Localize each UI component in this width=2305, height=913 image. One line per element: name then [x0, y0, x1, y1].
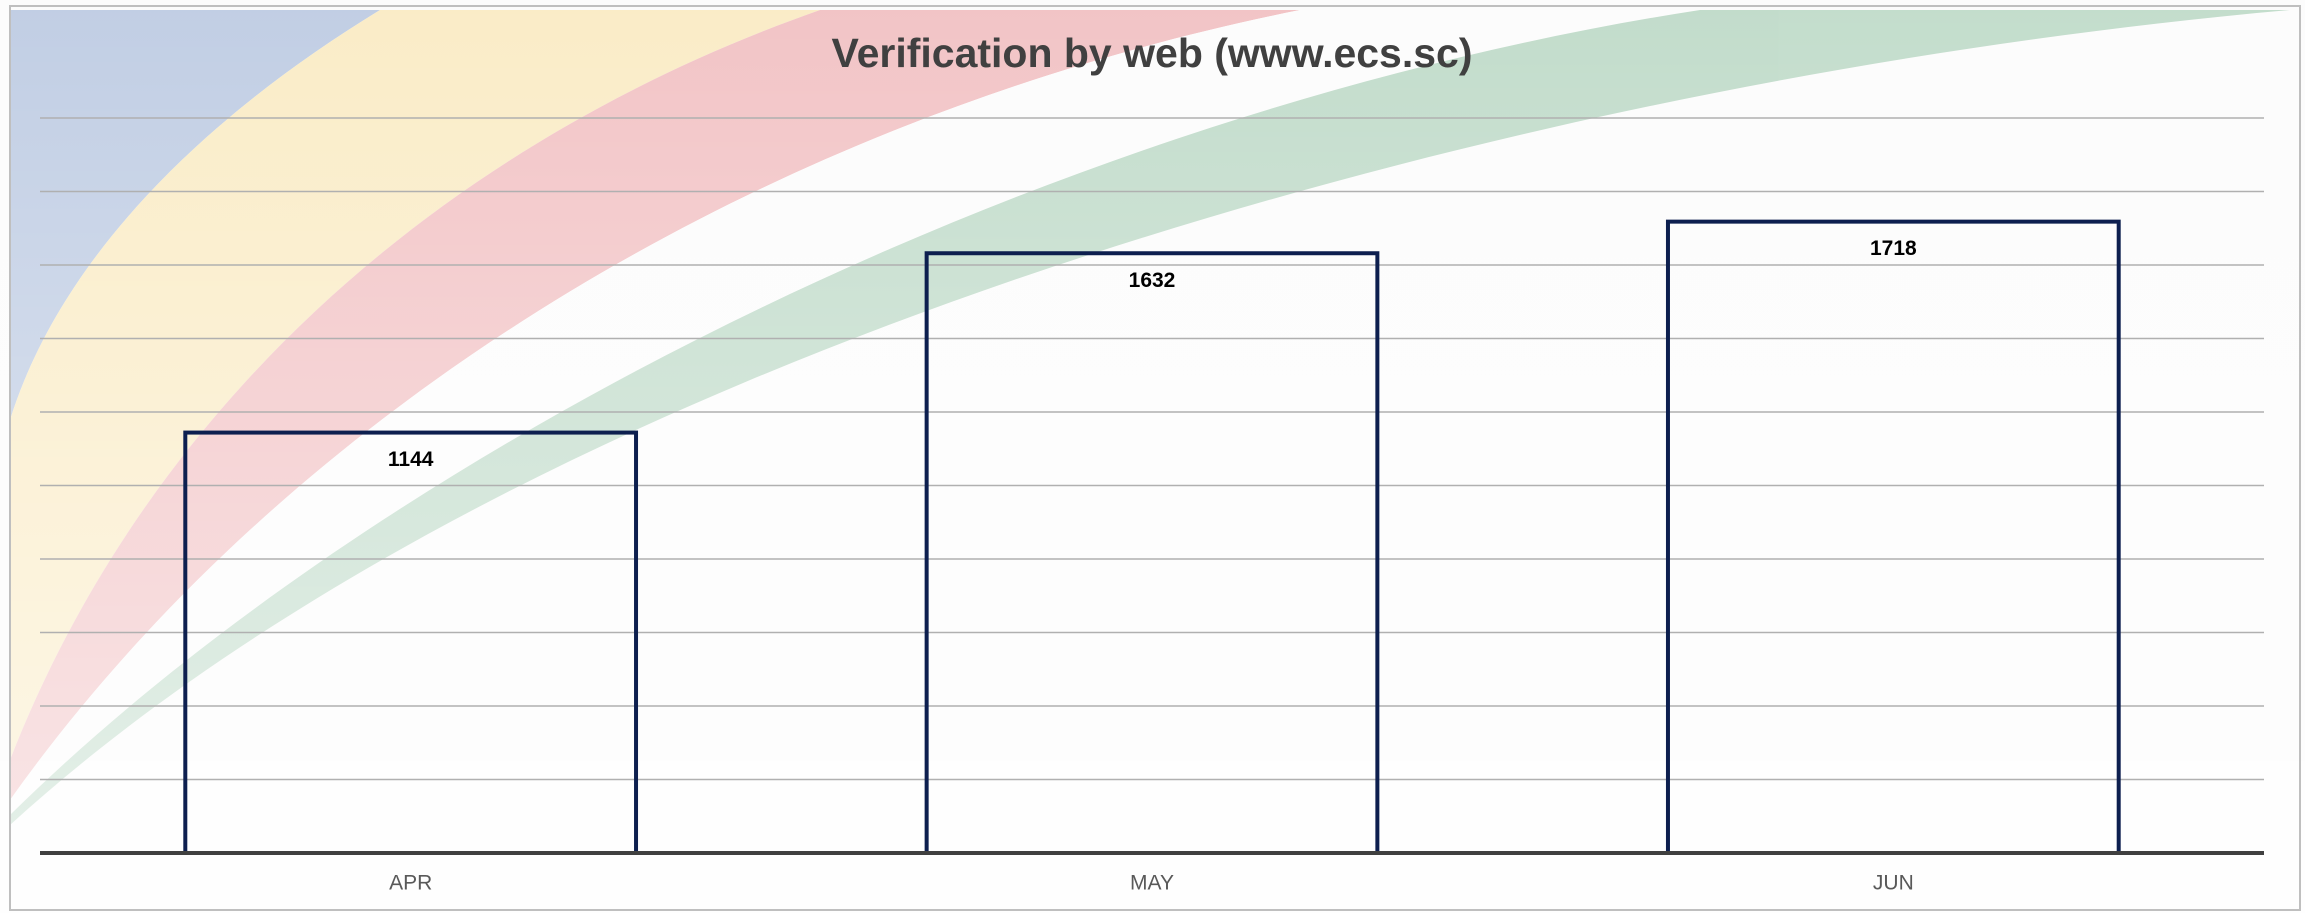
data-label: 1718 [1870, 237, 1917, 260]
chart-title: Verification by web (www.ecs.sc) [831, 30, 1472, 76]
background-fade [0, 0, 2305, 913]
data-label: 1144 [388, 448, 434, 471]
x-tick-label: APR [389, 872, 432, 895]
x-tick-label: MAY [1130, 872, 1174, 895]
chart: Verification by web (www.ecs.sc) APR 1144… [0, 0, 2305, 913]
x-tick-label: JUN [1873, 872, 1914, 895]
data-label: 1632 [1129, 269, 1176, 292]
